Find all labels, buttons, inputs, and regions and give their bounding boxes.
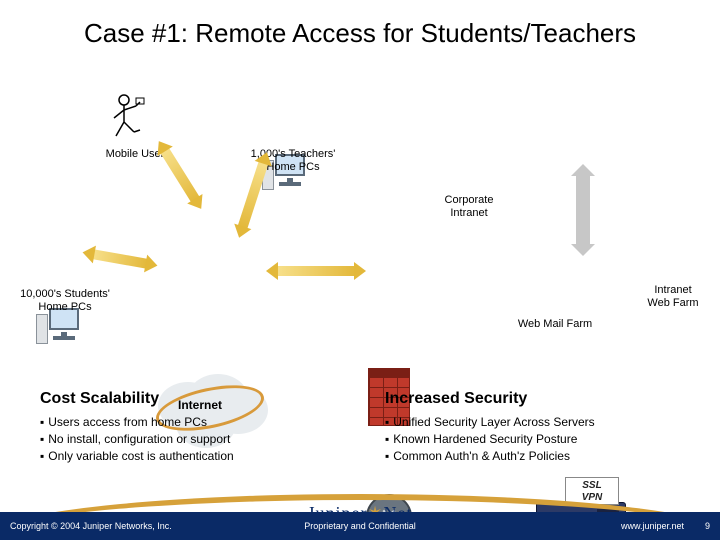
intranet-webfarm-label: Intranet Web Farm <box>628 284 718 310</box>
col-left-heading: Cost Scalability <box>40 390 345 408</box>
benefit-columns: Cost Scalability ▪Users access from home… <box>40 390 690 464</box>
footer-page-number: 9 <box>705 521 710 531</box>
bullet-item: ▪Known Hardened Security Posture <box>385 431 690 448</box>
bullet-item: ▪No install, configuration or support <box>40 431 345 448</box>
bullet-item: ▪Users access from home PCs <box>40 414 345 431</box>
col-cost-scalability: Cost Scalability ▪Users access from home… <box>40 390 345 464</box>
footer-bar: Copyright © 2004 Juniper Networks, Inc. … <box>0 512 720 540</box>
arrow-mobile-internet <box>160 147 200 203</box>
footer-center: Proprietary and Confidential <box>304 521 416 531</box>
footer-url: www.juniper.net <box>621 521 684 531</box>
mobile-user-icon <box>110 92 150 142</box>
col-increased-security: Increased Security ▪Unified Security Lay… <box>385 390 690 464</box>
col-left-list: ▪Users access from home PCs ▪No install,… <box>40 414 345 464</box>
col-right-heading: Increased Security <box>385 390 690 408</box>
slide: Case #1: Remote Access for Students/Teac… <box>0 0 720 540</box>
col-right-list: ▪Unified Security Layer Across Servers ▪… <box>385 414 690 464</box>
corporate-intranet-label: Corporate Intranet <box>424 194 514 220</box>
slide-title: Case #1: Remote Access for Students/Teac… <box>0 18 720 49</box>
students-pc-label: 10,000's Students' Home PCs <box>10 288 120 314</box>
arrow-internet-firewall <box>276 266 356 276</box>
bullet-item: ▪Common Auth'n & Auth'z Policies <box>385 448 690 465</box>
network-diagram: Mobile User 1,000's Teachers' Home PCs 1… <box>0 70 720 370</box>
webmail-label: Web Mail Farm <box>510 318 600 331</box>
footer-copyright: Copyright © 2004 Juniper Networks, Inc. <box>10 521 172 531</box>
bullet-item: ▪Only variable cost is authentication <box>40 448 345 465</box>
arrow-students-internet <box>92 249 149 269</box>
gray-arrow-appliance-db <box>576 174 590 246</box>
bullet-item: ▪Unified Security Layer Across Servers <box>385 414 690 431</box>
